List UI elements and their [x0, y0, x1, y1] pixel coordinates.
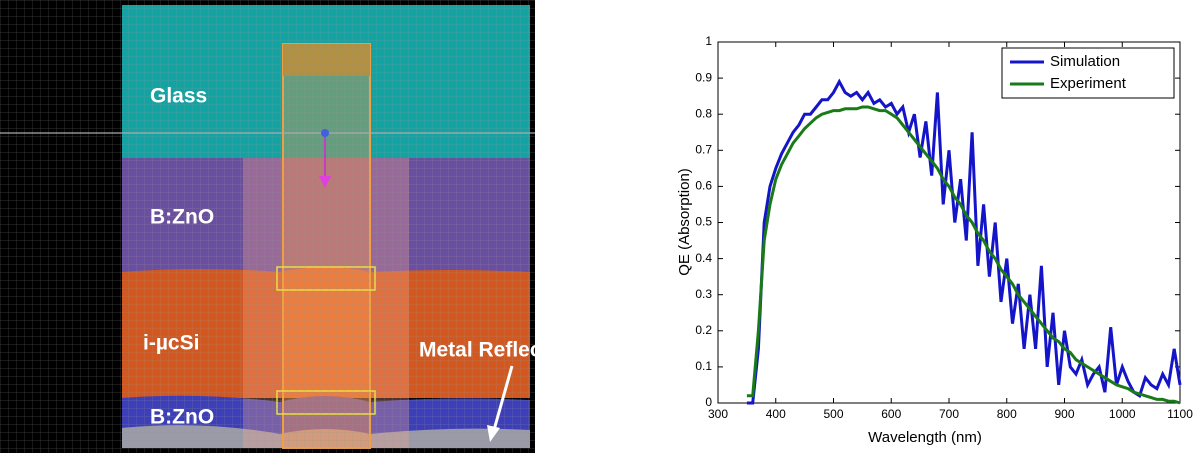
source-arrow-head — [319, 176, 331, 188]
legend-box — [1001, 47, 1175, 99]
layer-label: B:ZnO — [150, 406, 214, 429]
legend-label: Simulation — [1050, 53, 1120, 70]
x-tick-label: 800 — [997, 407, 1017, 421]
x-tick-label: 900 — [1054, 407, 1074, 421]
y-tick-label: 0.4 — [695, 251, 712, 265]
layer-label: i-µcSi — [143, 332, 199, 355]
legend-label: Experiment — [1050, 75, 1127, 92]
mesh-grid — [0, 0, 535, 453]
x-tick-label: 600 — [881, 407, 901, 421]
source-point — [321, 129, 329, 137]
x-tick-label: 400 — [766, 407, 786, 421]
x-tick-label: 500 — [823, 407, 843, 421]
data-line — [746, 105, 1181, 405]
x-axis-label: Wavelength (nm) — [868, 429, 982, 446]
y-tick-label: 0.9 — [695, 70, 712, 84]
x-tick-label: 1000 — [1109, 407, 1136, 421]
y-axis-label: QE (Absorption) — [676, 168, 693, 276]
y-tick-label: 0.3 — [695, 287, 712, 301]
plot-area — [717, 41, 1181, 404]
layer-label: B:ZnO — [150, 206, 214, 229]
y-tick-label: 0.1 — [695, 359, 712, 373]
y-tick-label: 0.6 — [695, 179, 712, 193]
layer-label: Glass — [150, 85, 207, 108]
x-tick-label: 700 — [939, 407, 959, 421]
y-tick-label: 0 — [705, 395, 712, 409]
y-tick-label: 0.7 — [695, 142, 712, 156]
x-tick-label: 300 — [708, 407, 728, 421]
chart: Wavelength (nm) QE (Absorption) 0 0.1 0.2 0… — [676, 34, 1193, 446]
annotation-arrow — [492, 365, 514, 431]
simulation-view: Glass B:ZnO i-µcSi B:ZnO Metal Reflector — [0, 0, 535, 453]
annotation-arrow-head — [487, 425, 500, 442]
y-tick-label: 0.8 — [695, 106, 712, 120]
y-tick-label: 1 — [705, 34, 712, 48]
x-tick-label: 1100 — [1167, 407, 1193, 421]
y-tick-label: 0.5 — [695, 215, 712, 229]
annotation: Metal Reflector — [419, 339, 535, 362]
y-tick-label: 0.2 — [695, 323, 712, 337]
